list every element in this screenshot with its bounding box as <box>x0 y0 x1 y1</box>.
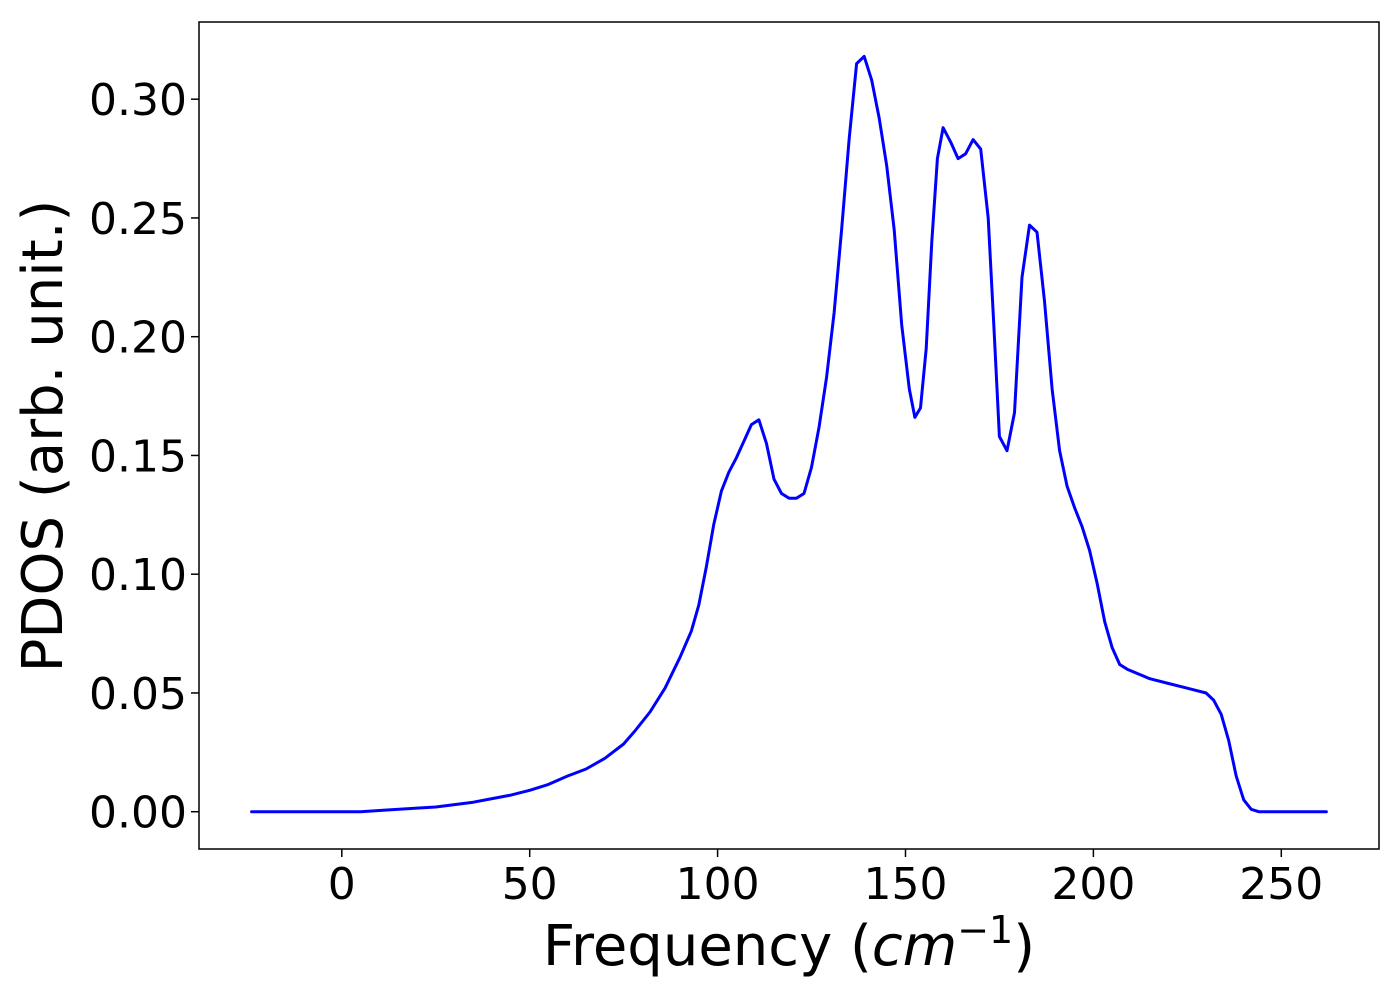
x-axis-label: Frequency (cm−1) <box>543 908 1035 979</box>
x-tick-label: 50 <box>502 859 558 910</box>
y-tick-label: 0.30 <box>89 75 187 126</box>
x-axis: 0 50 100 150 200 250 <box>328 849 1323 910</box>
x-tick-label: 100 <box>676 859 760 910</box>
x-tick-label: 250 <box>1239 859 1323 910</box>
y-tick-label: 0.00 <box>89 788 187 839</box>
y-tick-label: 0.05 <box>89 669 187 720</box>
y-axis: 0.00 0.05 0.10 0.15 0.20 0.25 0.30 <box>89 75 199 839</box>
plot-frame <box>198 21 1380 850</box>
pdos-series-line <box>250 54 1328 814</box>
x-tick-label: 0 <box>328 859 356 910</box>
x-tick-label: 150 <box>864 859 948 910</box>
y-tick-label: 0.15 <box>89 431 187 482</box>
y-tick-label: 0.25 <box>89 194 187 245</box>
y-tick-label: 0.20 <box>89 313 187 364</box>
x-tick-label: 200 <box>1051 859 1135 910</box>
y-axis-label: PDOS (arb. unit.) <box>11 200 76 673</box>
y-tick-label: 0.10 <box>89 550 187 601</box>
